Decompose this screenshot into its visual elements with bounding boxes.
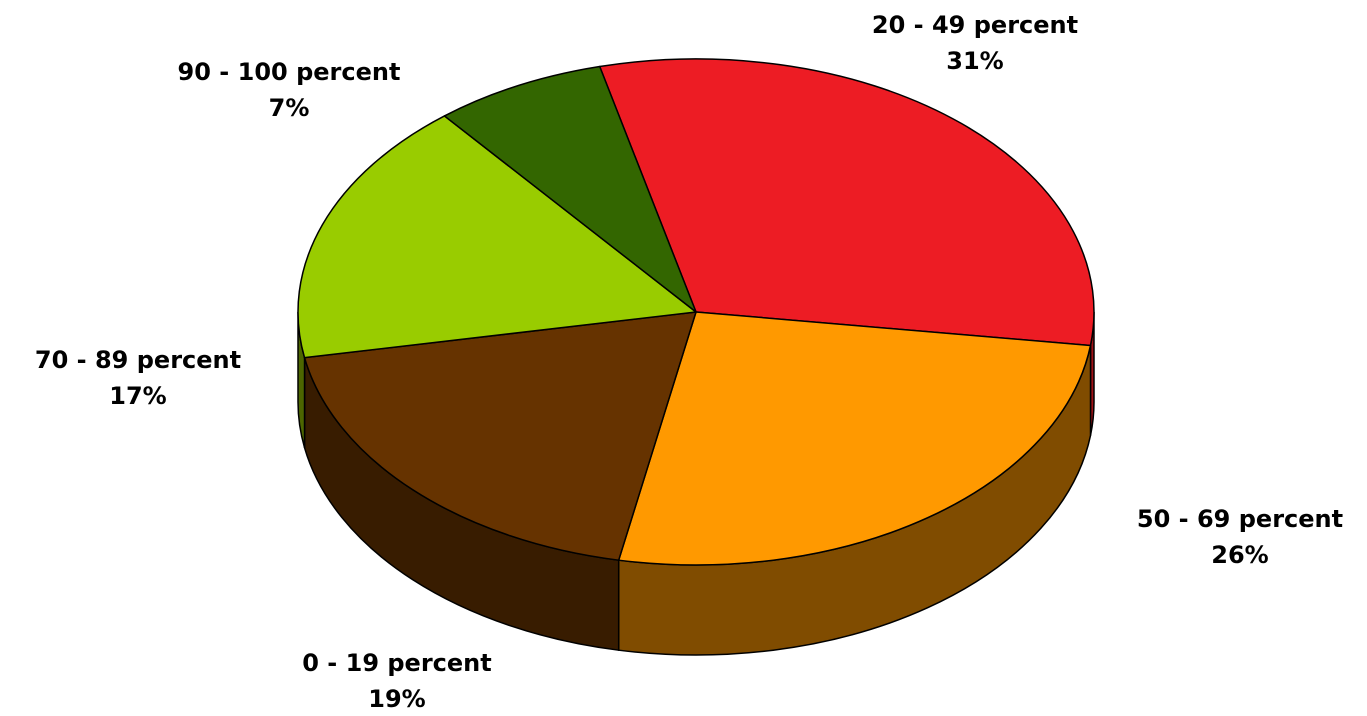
pie-slice-20-49-percent: [598, 58, 1095, 347]
slice-label-70-89-percent: 70 - 89 percent: [35, 346, 241, 374]
slice-label-90-100-percent: 90 - 100 percent: [178, 58, 401, 86]
slice-value-70-89-percent: 17%: [109, 382, 166, 410]
slice-label-50-69-percent: 50 - 69 percent: [1137, 505, 1343, 533]
slice-value-90-100-percent: 7%: [269, 94, 310, 122]
pie-slice-50-69-percent: [617, 311, 1092, 566]
slice-value-50-69-percent: 26%: [1211, 541, 1268, 569]
pie-slices: [297, 58, 1095, 566]
slice-label-20-49-percent: 20 - 49 percent: [872, 11, 1078, 39]
slice-label-0-19-percent: 0 - 19 percent: [302, 649, 491, 677]
slice-value-20-49-percent: 31%: [946, 47, 1003, 75]
pie-slice-0-19-percent: [303, 311, 697, 561]
slice-value-0-19-percent: 19%: [368, 685, 425, 713]
pie-slice-90-100-percent: [443, 65, 697, 313]
pie-labels: 20 - 49 percent 31% 50 - 69 percent 26% 0 - …: [35, 11, 1343, 713]
pie-slice-70-89-percent: [297, 115, 697, 359]
